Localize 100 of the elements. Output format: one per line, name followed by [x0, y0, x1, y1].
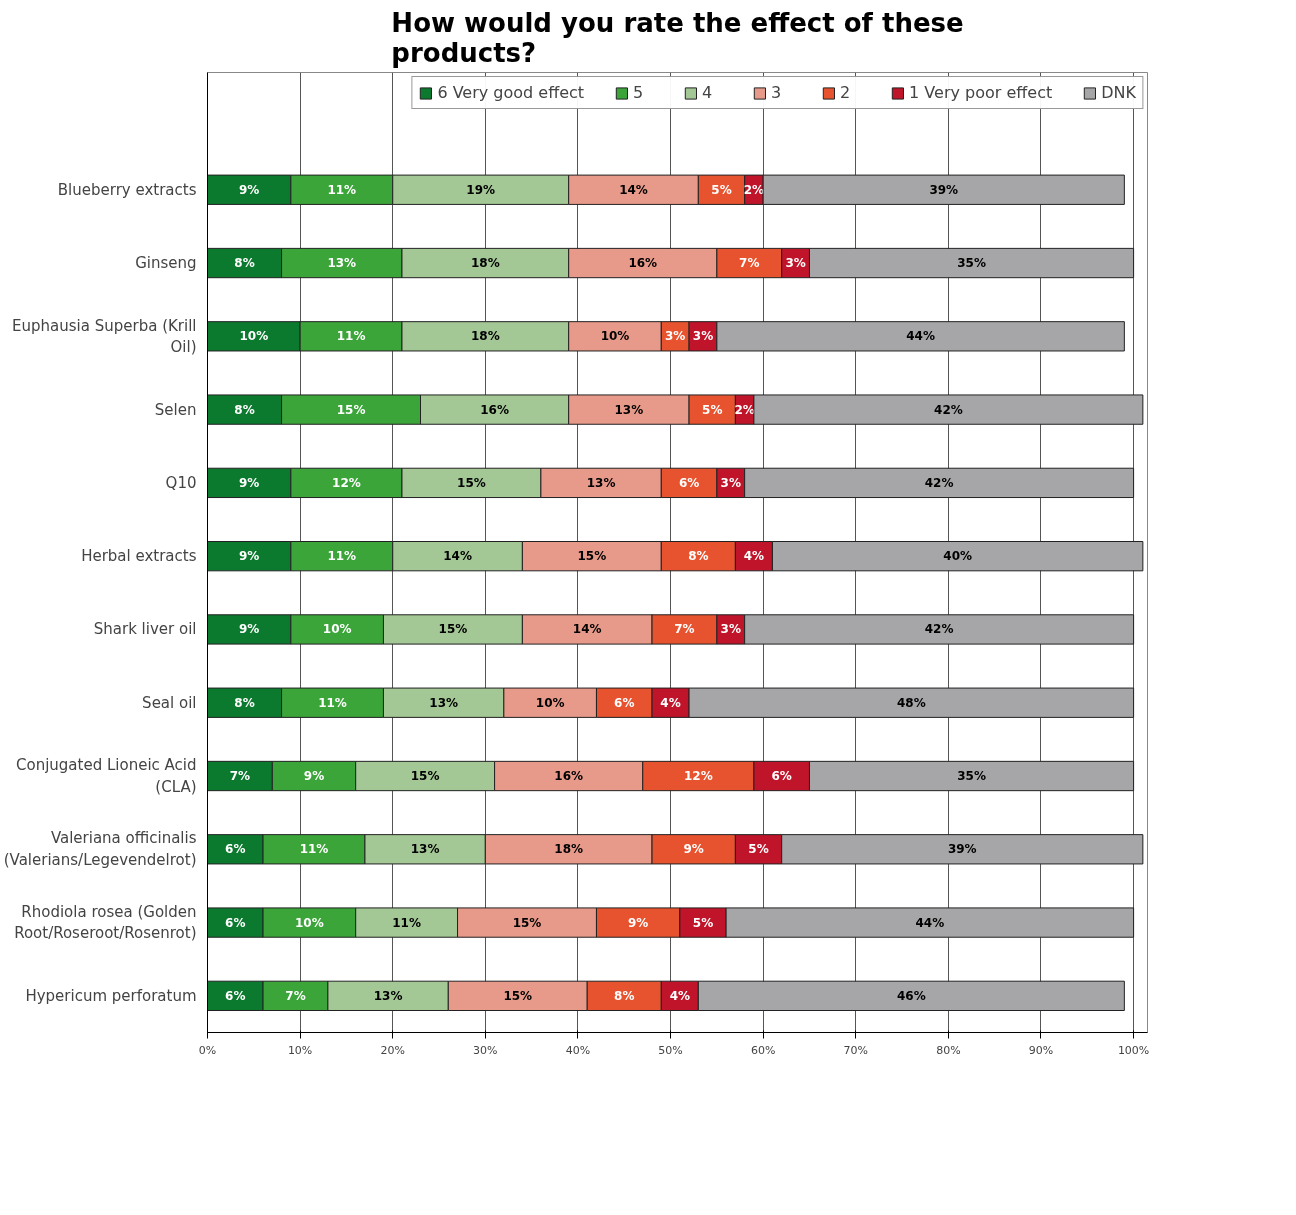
- data-label: 18%: [470, 256, 500, 271]
- data-label: 16%: [554, 769, 584, 784]
- data-label: 5%: [692, 915, 714, 930]
- y-tick-label: Hypericum perforatum: [25, 986, 197, 1005]
- data-label: 19%: [466, 182, 496, 197]
- data-label: 11%: [318, 695, 347, 710]
- data-label: 3%: [692, 329, 714, 344]
- data-label: 11%: [327, 549, 357, 564]
- data-label: 15%: [336, 402, 366, 417]
- data-label: 10%: [239, 329, 269, 344]
- data-label: 5%: [711, 182, 732, 197]
- y-tick-label: Herbal extracts: [81, 547, 197, 566]
- data-label: 46%: [896, 988, 926, 1003]
- data-label: 8%: [234, 402, 255, 417]
- x-tick-label: 90%: [1028, 1043, 1054, 1057]
- data-label: 9%: [627, 915, 649, 930]
- data-label: 7%: [674, 622, 695, 637]
- data-label: 6%: [771, 769, 792, 784]
- data-label: 5%: [748, 842, 769, 857]
- legend-label: DNK: [1101, 83, 1136, 102]
- data-label: 44%: [906, 329, 935, 344]
- data-label: 39%: [929, 182, 959, 197]
- data-label: 6%: [225, 915, 246, 930]
- data-label: 13%: [373, 988, 403, 1003]
- data-label: 6%: [225, 988, 246, 1003]
- legend-label: 2: [840, 83, 852, 102]
- y-tick-label: Rhodiola rosea (Golden Root/Roseroot/Rosenrot): [14, 902, 197, 943]
- x-tick-label: 0%: [198, 1043, 217, 1057]
- chart-title: How would you rate the effect of these products?: [391, 7, 964, 68]
- x-tick-label: 70%: [843, 1043, 868, 1057]
- data-label: 9%: [683, 842, 704, 857]
- data-label: 15%: [577, 549, 607, 564]
- legend-label: 6 Very good effect: [437, 83, 585, 102]
- data-label: 16%: [480, 402, 509, 417]
- x-tick-label: 40%: [565, 1043, 591, 1057]
- data-label: 4%: [743, 549, 765, 564]
- data-label: 13%: [614, 402, 644, 417]
- data-label: 7%: [739, 256, 760, 271]
- x-tick-label: 10%: [287, 1043, 313, 1057]
- data-label: 18%: [554, 842, 584, 857]
- data-label: 15%: [503, 988, 533, 1003]
- data-label: 8%: [614, 988, 635, 1003]
- x-tick-label: 20%: [380, 1043, 405, 1057]
- data-label: 15%: [410, 769, 440, 784]
- y-tick-label: Seal oil: [142, 693, 197, 712]
- data-label: 13%: [586, 475, 616, 490]
- data-label: 44%: [915, 915, 945, 930]
- data-label: 8%: [688, 549, 709, 564]
- data-label: 35%: [957, 769, 986, 784]
- legend-label: 5: [633, 83, 645, 102]
- x-tick-label: 100%: [1117, 1043, 1150, 1057]
- data-label: 10%: [295, 915, 324, 930]
- data-label: 10%: [600, 329, 630, 344]
- data-label: 16%: [628, 256, 658, 271]
- y-tick-label: Valeriana officinalis (Valerians/Legevendelrot): [3, 829, 197, 870]
- data-label: 14%: [443, 549, 472, 564]
- data-label: 18%: [470, 329, 500, 344]
- data-label: 42%: [934, 402, 963, 417]
- data-label: 42%: [924, 475, 954, 490]
- data-label: 7%: [285, 988, 306, 1003]
- x-tick-label: 60%: [750, 1043, 776, 1057]
- data-label: 10%: [535, 695, 565, 710]
- data-label: 42%: [924, 622, 954, 637]
- data-label: 13%: [410, 842, 440, 857]
- y-tick-label: Shark liver oil: [93, 620, 197, 639]
- data-label: 9%: [238, 182, 260, 197]
- data-label: 9%: [238, 549, 260, 564]
- data-label: 8%: [234, 695, 255, 710]
- data-label: 13%: [429, 695, 459, 710]
- data-label: 11%: [336, 329, 366, 344]
- data-label: 4%: [660, 695, 681, 710]
- data-label: 3%: [720, 475, 741, 490]
- data-label: 9%: [238, 475, 260, 490]
- data-label: 12%: [683, 769, 713, 784]
- data-label: 6%: [225, 842, 246, 857]
- data-label: 3%: [720, 622, 741, 637]
- x-tick-label: 50%: [658, 1043, 683, 1057]
- data-label: 14%: [572, 622, 602, 637]
- legend-label: 4: [702, 83, 714, 102]
- data-label: 40%: [943, 549, 973, 564]
- data-label: 9%: [238, 622, 260, 637]
- data-label: 5%: [702, 402, 723, 417]
- y-tick-label: Blueberry extracts: [57, 180, 197, 199]
- y-tick-label: Conjugated Lioneic Acid (CLA): [16, 756, 197, 796]
- data-label: 13%: [327, 256, 357, 271]
- data-label: 3%: [665, 329, 686, 344]
- data-label: 15%: [512, 915, 542, 930]
- x-tick-label: 30%: [473, 1043, 498, 1057]
- data-label: 15%: [457, 475, 486, 490]
- data-label: 11%: [327, 182, 357, 197]
- x-tick-label: 80%: [936, 1043, 961, 1057]
- data-label: 4%: [669, 988, 690, 1003]
- data-label: 11%: [392, 915, 421, 930]
- y-tick-label: Ginseng: [135, 254, 197, 273]
- legend-label: 3: [771, 83, 783, 102]
- y-tick-label: Selen: [154, 400, 197, 419]
- data-label: 14%: [619, 182, 648, 197]
- y-tick-label: Q10: [165, 473, 197, 492]
- data-label: 12%: [332, 475, 361, 490]
- data-label: 3%: [785, 256, 806, 271]
